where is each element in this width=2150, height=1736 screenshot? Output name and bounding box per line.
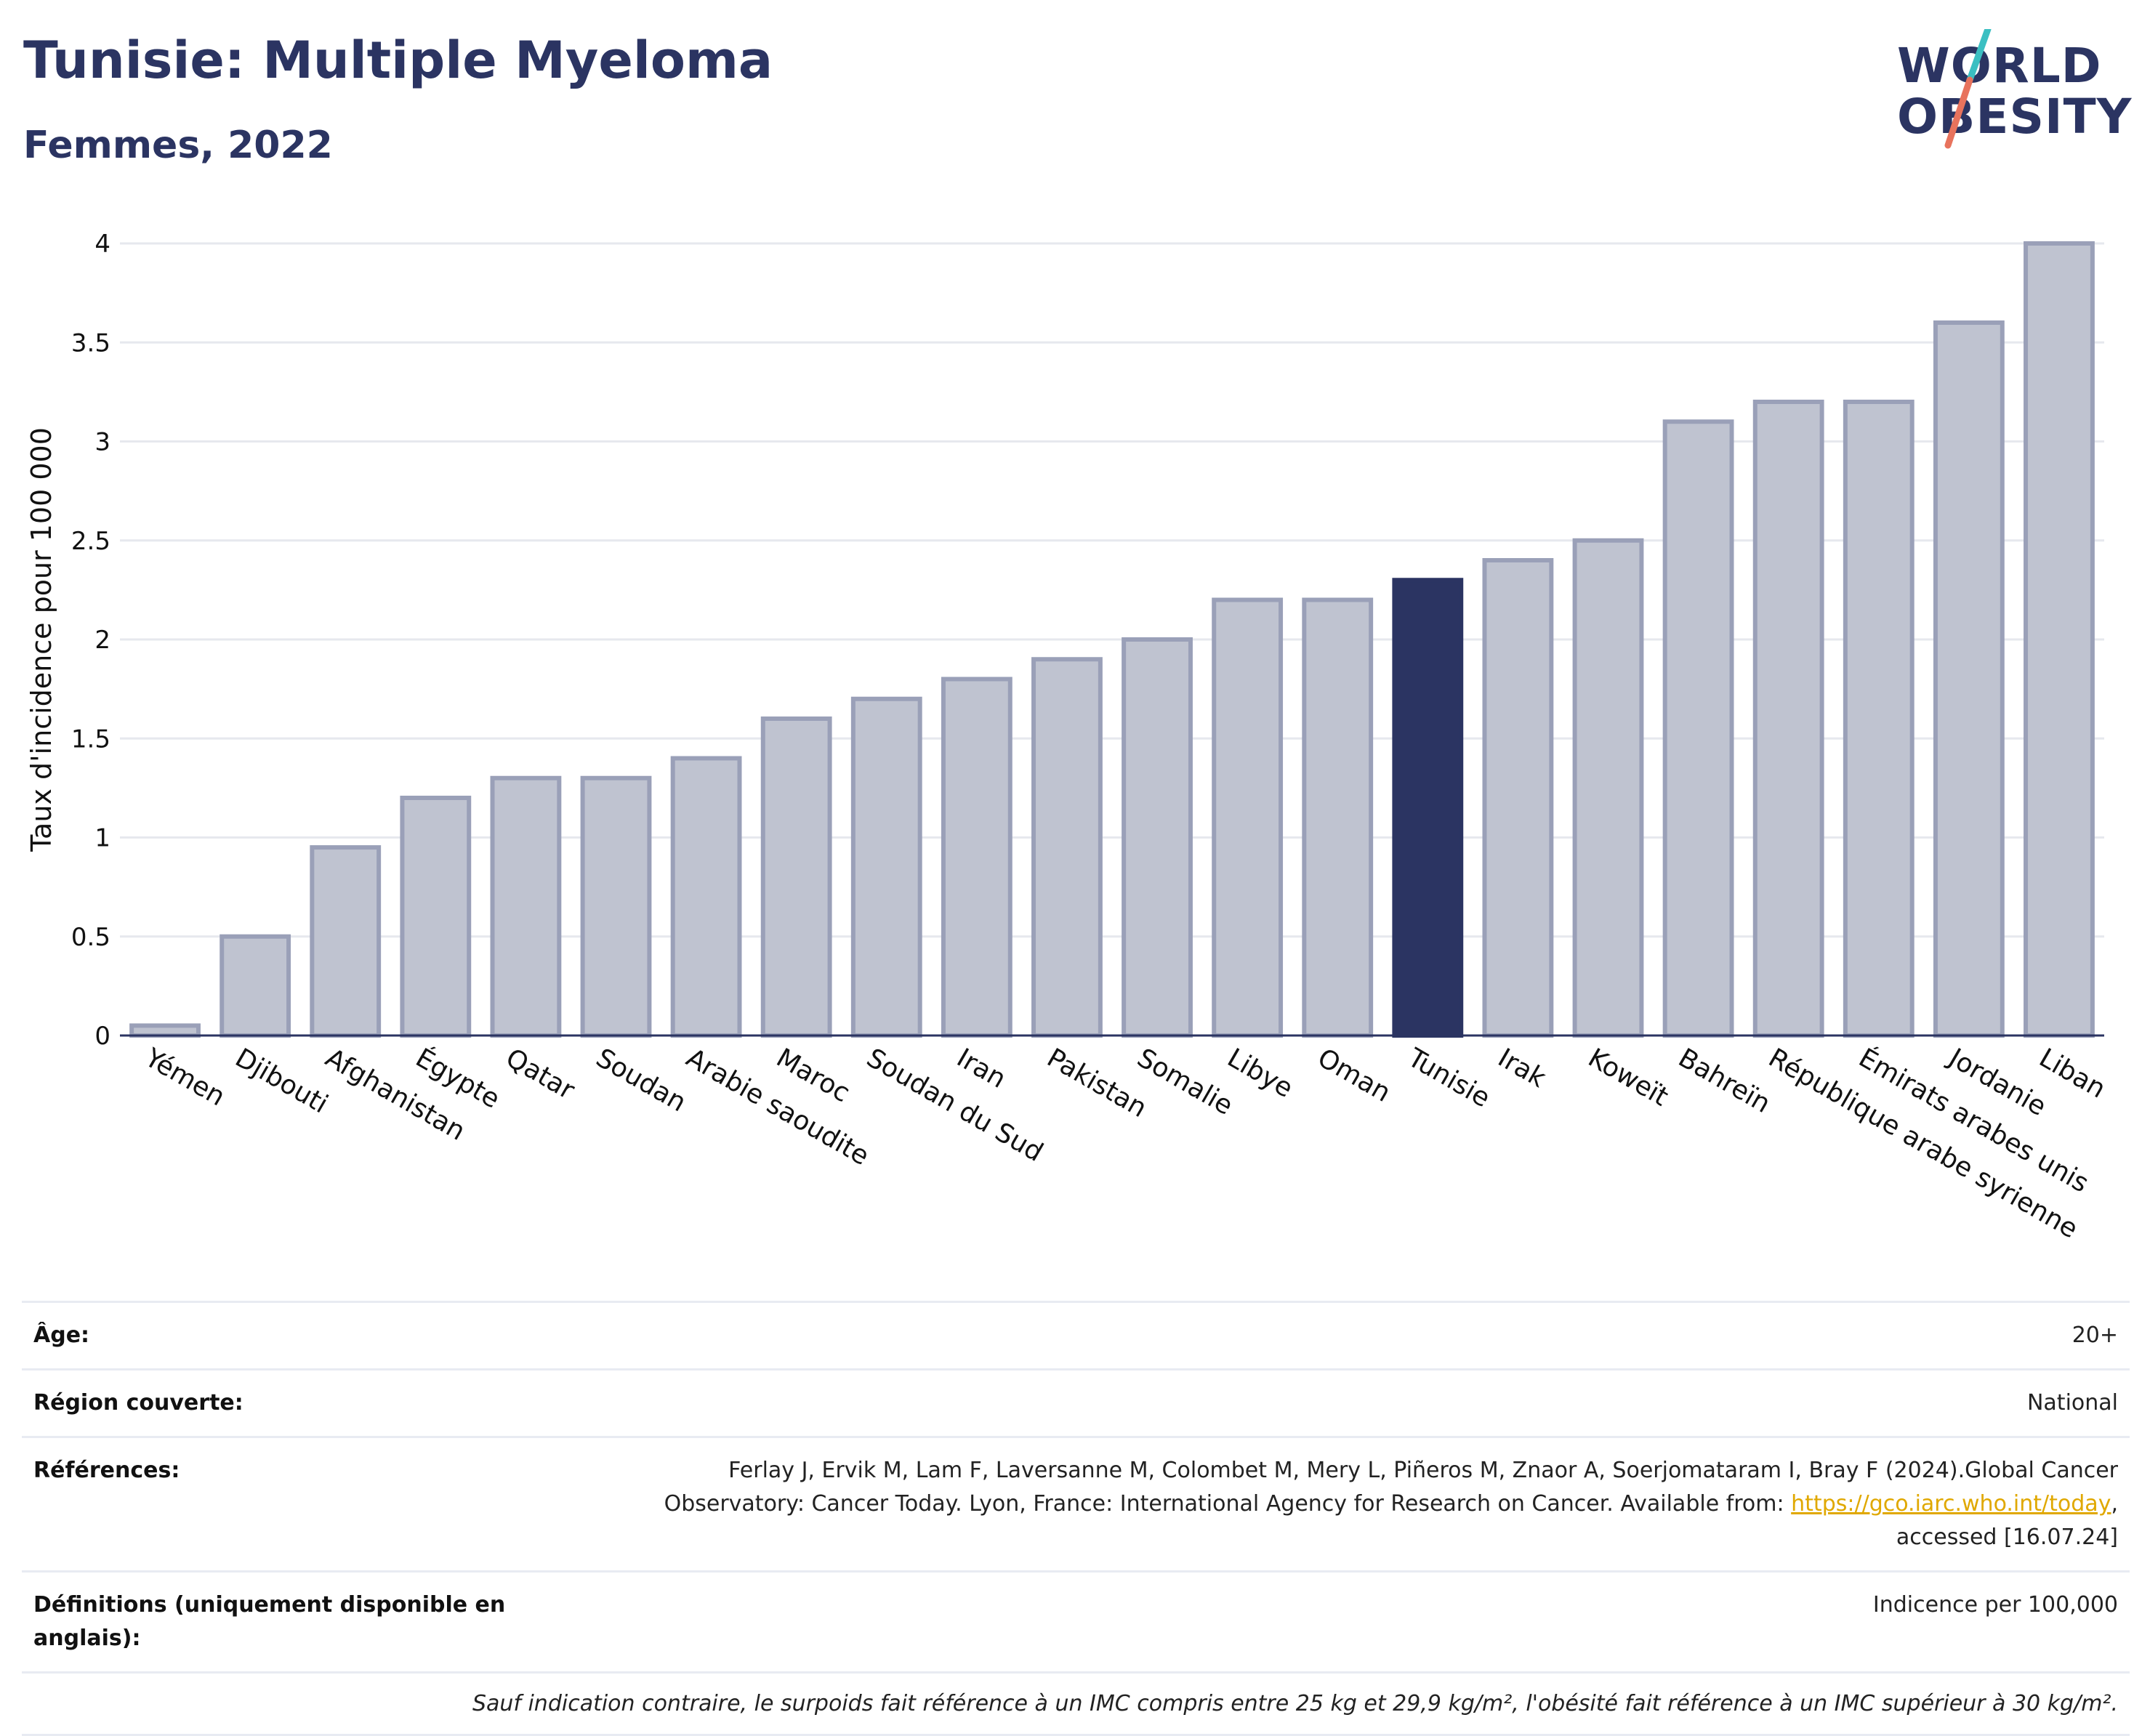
meta-label-region: Région couverte: xyxy=(33,1390,243,1416)
y-tick-label: 3.5 xyxy=(71,328,110,358)
meta-row-age: Âge: 20+ xyxy=(22,1301,2130,1368)
logo-slash-icon xyxy=(1944,29,1992,149)
bar-bahreïn xyxy=(1662,419,1734,1038)
meta-row-region: Région couverte: National xyxy=(22,1368,2130,1436)
bar-liban xyxy=(2024,241,2095,1038)
meta-row-definitions: Définitions (uniquement disponible en an… xyxy=(22,1570,2130,1671)
bar-yémen xyxy=(129,1023,201,1038)
bar-république-arabe-syrienne xyxy=(1752,400,1824,1038)
metadata-table: Âge: 20+ Région couverte: National Référ… xyxy=(22,1301,2130,1736)
meta-label-definitions: Définitions (uniquement disponible en an… xyxy=(33,1592,506,1651)
x-tick-label: Pakistan xyxy=(1042,1043,1151,1123)
bar-maroc xyxy=(760,716,832,1038)
bar-koweït xyxy=(1572,538,1644,1038)
bar-libye xyxy=(1212,597,1284,1038)
y-tick-label: 2 xyxy=(94,626,110,655)
meta-value-definitions: Indicence per 100,000 xyxy=(1872,1592,2118,1618)
bar-afghanistan xyxy=(310,845,382,1038)
y-tick-label: 0.5 xyxy=(71,923,110,952)
bar-soudan xyxy=(580,775,652,1038)
references-text-end: , accessed [16.07.24] xyxy=(1896,1491,2118,1550)
x-tick-label: Koweït xyxy=(1583,1043,1673,1112)
bar-oman xyxy=(1302,597,1374,1038)
world-obesity-logo: WORLD OBESITY xyxy=(1897,29,2137,153)
meta-row-references: Références: Ferlay J, Ervik M, Lam F, La… xyxy=(22,1436,2130,1570)
bar-égypte xyxy=(400,796,472,1038)
bar-irak xyxy=(1482,558,1554,1038)
x-tick-label: Qatar xyxy=(501,1043,579,1105)
x-tick-label: Somalie xyxy=(1132,1043,1238,1121)
x-tick-label: Irak xyxy=(1493,1043,1551,1094)
page-subtitle: Femmes, 2022 xyxy=(23,124,333,167)
y-tick-label: 4 xyxy=(94,230,110,259)
x-tick-label: Soudan xyxy=(591,1043,691,1118)
x-tick-label: Djibouti xyxy=(230,1043,333,1119)
bar-somalie xyxy=(1122,637,1193,1038)
bar-soudan-du-sud xyxy=(850,696,922,1038)
bars xyxy=(129,241,2095,1038)
meta-value-age: 20+ xyxy=(2072,1323,2118,1348)
references-text: Ferlay J, Ervik M, Lam F, Laversanne M, … xyxy=(664,1458,2118,1517)
logo-text-obesity: OBESITY xyxy=(1897,89,2133,145)
meta-label-age: Âge: xyxy=(33,1323,90,1348)
y-tick-label: 0 xyxy=(94,1022,110,1051)
x-tick-label: Tunisie xyxy=(1402,1043,1495,1114)
bar-jordanie xyxy=(1933,320,2005,1038)
y-tick-label: 3 xyxy=(94,428,110,457)
meta-label-references: Références: xyxy=(33,1458,180,1483)
bar-iran xyxy=(941,677,1012,1038)
references-link[interactable]: https://gco.iarc.who.int/today xyxy=(1791,1491,2111,1517)
footnote: Sauf indication contraire, le surpoids f… xyxy=(22,1671,2130,1736)
x-tick-label: Oman xyxy=(1313,1043,1396,1108)
x-tick-label: Yémen xyxy=(140,1043,230,1113)
bar-tunisie xyxy=(1392,578,1464,1038)
bar-qatar xyxy=(490,775,562,1038)
bar-pakistan xyxy=(1031,657,1103,1038)
bar-arabie-saoudite xyxy=(670,756,742,1038)
y-axis-label: Taux d'incidence pour 100 000 xyxy=(25,427,57,852)
meta-value-region: National xyxy=(2026,1390,2118,1416)
y-tick-label: 1 xyxy=(94,824,110,853)
y-tick-label: 2.5 xyxy=(71,527,110,556)
logo-text-world: WORLD xyxy=(1897,38,2102,94)
x-tick-label: Bahreïn xyxy=(1673,1043,1775,1119)
y-tick-label: 1.5 xyxy=(71,724,110,754)
x-tick-label: Soudan du Sud xyxy=(861,1043,1047,1168)
meta-value-references: Ferlay J, Ervik M, Lam F, Laversanne M, … xyxy=(592,1454,2118,1554)
page-title: Tunisie: Multiple Myeloma xyxy=(23,31,773,90)
x-tick-label: Iran xyxy=(951,1043,1010,1094)
bar-émirats-arabes-unis xyxy=(1843,400,1915,1038)
bar-djibouti xyxy=(220,934,291,1038)
